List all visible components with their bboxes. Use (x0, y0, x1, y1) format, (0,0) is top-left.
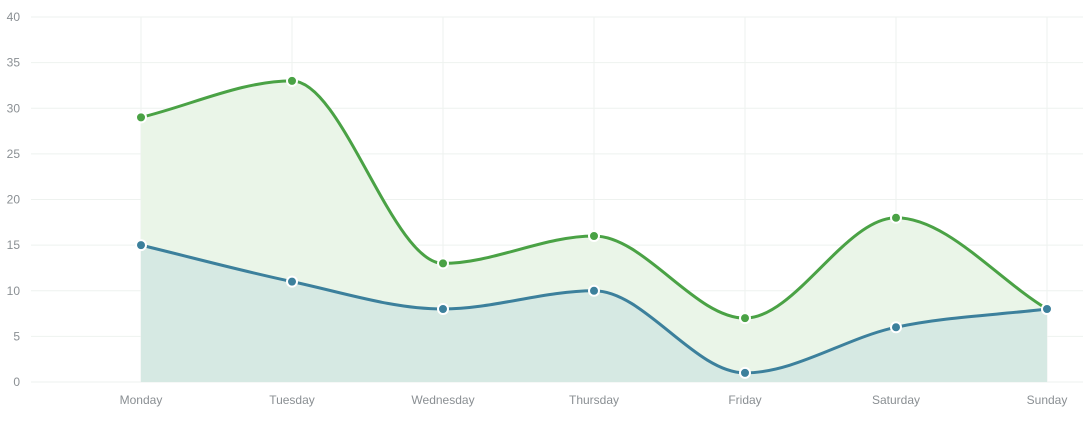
series-0-point-thursday[interactable] (588, 230, 600, 242)
y-tick-label: 35 (7, 56, 21, 70)
x-tick-label: Tuesday (269, 393, 315, 407)
y-tick-label: 30 (7, 101, 21, 115)
y-tick-label: 10 (7, 284, 21, 298)
y-tick-label: 25 (7, 147, 21, 161)
y-tick-label: 0 (13, 375, 20, 389)
chart-points (135, 74, 1053, 379)
x-tick-label: Saturday (872, 393, 920, 407)
series-1-point-wednesday[interactable] (437, 303, 449, 315)
y-axis: 0 5 10 15 20 25 30 35 40 (7, 10, 21, 389)
series-0-point-monday[interactable] (135, 111, 147, 124)
series-1-point-friday[interactable] (739, 366, 751, 379)
series-0-point-tuesday[interactable] (286, 74, 298, 87)
y-tick-label: 20 (7, 193, 21, 207)
series-1-point-thursday[interactable] (588, 284, 600, 297)
x-tick-label: Wednesday (411, 393, 474, 407)
series-1-point-monday[interactable] (135, 239, 147, 252)
x-tick-label: Friday (728, 393, 761, 407)
chart-areas (141, 80, 1047, 382)
y-tick-label: 40 (7, 10, 21, 24)
series-0-point-friday[interactable] (739, 312, 751, 325)
y-tick-label: 15 (7, 238, 21, 252)
y-tick-label: 5 (13, 329, 20, 343)
x-tick-label: Sunday (1027, 393, 1068, 407)
x-tick-label: Thursday (569, 393, 619, 407)
x-tick-label: Monday (120, 393, 163, 407)
x-axis: Monday Tuesday Wednesday Thursday Friday Satu… (120, 393, 1068, 407)
series-1-point-sunday[interactable] (1041, 303, 1053, 315)
series-0-point-wednesday[interactable] (437, 257, 449, 270)
series-0-point-saturday[interactable] (890, 211, 902, 224)
series-1-area (141, 245, 1047, 382)
series-1-point-tuesday[interactable] (286, 275, 298, 288)
series-1-point-saturday[interactable] (890, 321, 902, 334)
